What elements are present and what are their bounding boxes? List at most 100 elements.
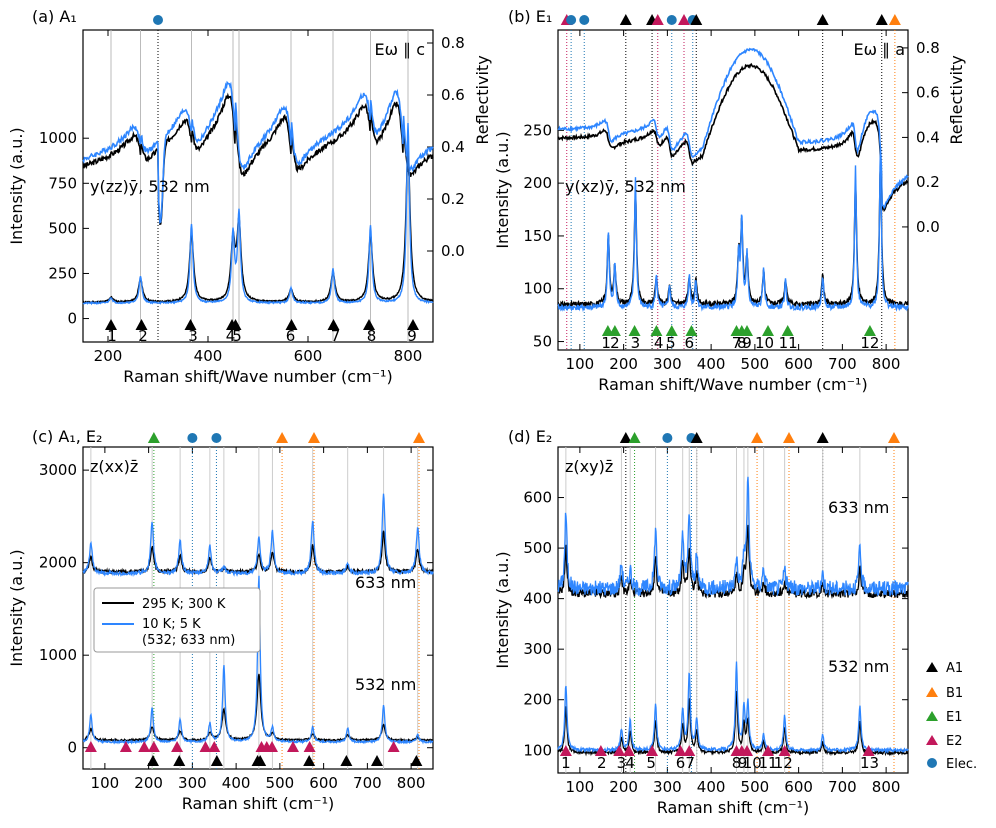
top-mode-marker (619, 14, 632, 25)
peak-label: 3 (617, 754, 627, 772)
top-mode-marker (566, 15, 577, 25)
mode-marker (303, 741, 316, 752)
mode-marker (559, 745, 572, 756)
x-tick-label: 200 (134, 774, 163, 792)
plot-frame (82, 29, 434, 343)
mode-marker (84, 741, 97, 752)
top-mode-marker (875, 14, 888, 25)
legend-B1-label: B1 (946, 686, 963, 701)
mode-marker (327, 319, 340, 330)
x-tick-label: 300 (653, 355, 682, 373)
peak-label: 1 (561, 754, 571, 772)
top-mode-marker (651, 14, 664, 25)
y2-tick-label: 0.2 (441, 190, 465, 208)
y2-tick-label: 0.0 (916, 218, 940, 236)
peak-label: 10 (755, 334, 774, 352)
top-mode-marker (147, 432, 160, 443)
raman-633-blue (82, 493, 434, 577)
y-tick-label: 200 (523, 691, 552, 709)
reflectivity-black (82, 92, 434, 226)
peak-label: 13 (860, 754, 879, 772)
mode-marker (387, 741, 400, 752)
peak-label: 9 (407, 327, 417, 345)
peak-label: 6 (286, 327, 296, 345)
top-mode-marker (816, 432, 829, 443)
mode-marker (119, 741, 132, 752)
top-mode-marker (888, 14, 901, 25)
polarization-annotation: Eω ∥ a (854, 40, 905, 59)
mode-marker (683, 745, 696, 756)
legend-A1-label: A1 (946, 661, 963, 676)
mode-marker (665, 325, 678, 336)
y2-tick-label: 0.0 (441, 242, 465, 260)
y2-tick-label: 0.6 (441, 86, 465, 104)
mode-marker (208, 741, 221, 752)
mode-marker (147, 741, 160, 752)
y-tick-label: 50 (533, 333, 552, 351)
y-axis-label: Intensity (a.u.) (493, 131, 512, 248)
peak-label: 4 (625, 754, 635, 772)
y-tick-label: 2000 (39, 554, 77, 572)
x-tick-label: 800 (397, 774, 426, 792)
config-annotation: y(xz)ȳ, 532 nm (565, 177, 686, 196)
peak-label: 3 (188, 327, 198, 345)
y-tick-label: 500 (523, 539, 552, 557)
mode-marker (741, 325, 753, 336)
peak-label: 2 (610, 334, 620, 352)
peak-label: 8 (737, 334, 747, 352)
y-tick-label: 100 (523, 741, 552, 759)
legend-B1-marker (926, 687, 938, 697)
raman-blue (557, 146, 909, 313)
top-mode-marker (619, 432, 632, 443)
mode-marker (762, 325, 774, 336)
mode-marker (863, 325, 876, 336)
peak-label: 8 (367, 327, 377, 345)
top-mode-marker (628, 432, 641, 443)
peak-label: 7 (685, 754, 695, 772)
peak-label: 12 (860, 334, 879, 352)
mode-marker (105, 319, 117, 330)
panel-title: (b) E₁ (508, 7, 552, 26)
legend-E1-label: E1 (946, 710, 963, 725)
top-mode-marker (690, 14, 703, 25)
peak-label: 7 (732, 334, 742, 352)
mode-marker (147, 755, 159, 766)
peak-label: 11 (779, 334, 798, 352)
config-annotation: z(xx)z̄ (90, 457, 138, 476)
mode-marker (613, 745, 626, 756)
mode-marker (622, 745, 635, 756)
y2-tick-label: 0.8 (441, 34, 465, 52)
plot-frame (82, 446, 434, 770)
panel-title: (c) A₁, E₂ (32, 427, 102, 446)
x-axis-label: Raman shift/Wave number (cm⁻¹) (123, 367, 392, 386)
mode-marker (210, 755, 223, 766)
raman-black (82, 147, 434, 305)
mode-marker (646, 745, 659, 756)
panel-c: 100 200 300 400 500 600 700 800 0 1000 2000 3000 Ram… (7, 427, 434, 813)
legend-black-label: 295 K; 300 K (142, 597, 226, 612)
y-tick-label: 3000 (39, 461, 77, 479)
mode-marker (594, 745, 607, 756)
x-tick-label: 600 (309, 774, 338, 792)
x-tick-label: 400 (194, 347, 223, 365)
y-tick-label: 750 (48, 174, 77, 192)
mode-marker (685, 325, 698, 336)
top-mode-marker (187, 433, 198, 443)
x-axis-label: Raman shift/Wave number (cm⁻¹) (598, 375, 867, 394)
x-tick-label: 300 (653, 778, 682, 796)
legend-A1-marker (926, 662, 938, 672)
peak-label: 10 (743, 754, 762, 772)
y-tick-label: 250 (523, 121, 552, 139)
x-axis-label: Raman shift (cm⁻¹) (182, 794, 335, 813)
mode-marker (173, 755, 186, 766)
mode-marker (135, 319, 148, 330)
top-mode-marker (816, 14, 829, 25)
peak-label: 7 (331, 327, 341, 345)
peak-label: 9 (742, 334, 752, 352)
x-tick-label: 100 (91, 774, 120, 792)
panel-b: 100 200 300 400 500 600 700 800 50 100 150 200 250 Ra… (493, 7, 966, 394)
top-mode-marker (579, 15, 590, 25)
top-mode-marker (413, 432, 425, 443)
laser-532-annotation: 532 nm (828, 657, 889, 676)
